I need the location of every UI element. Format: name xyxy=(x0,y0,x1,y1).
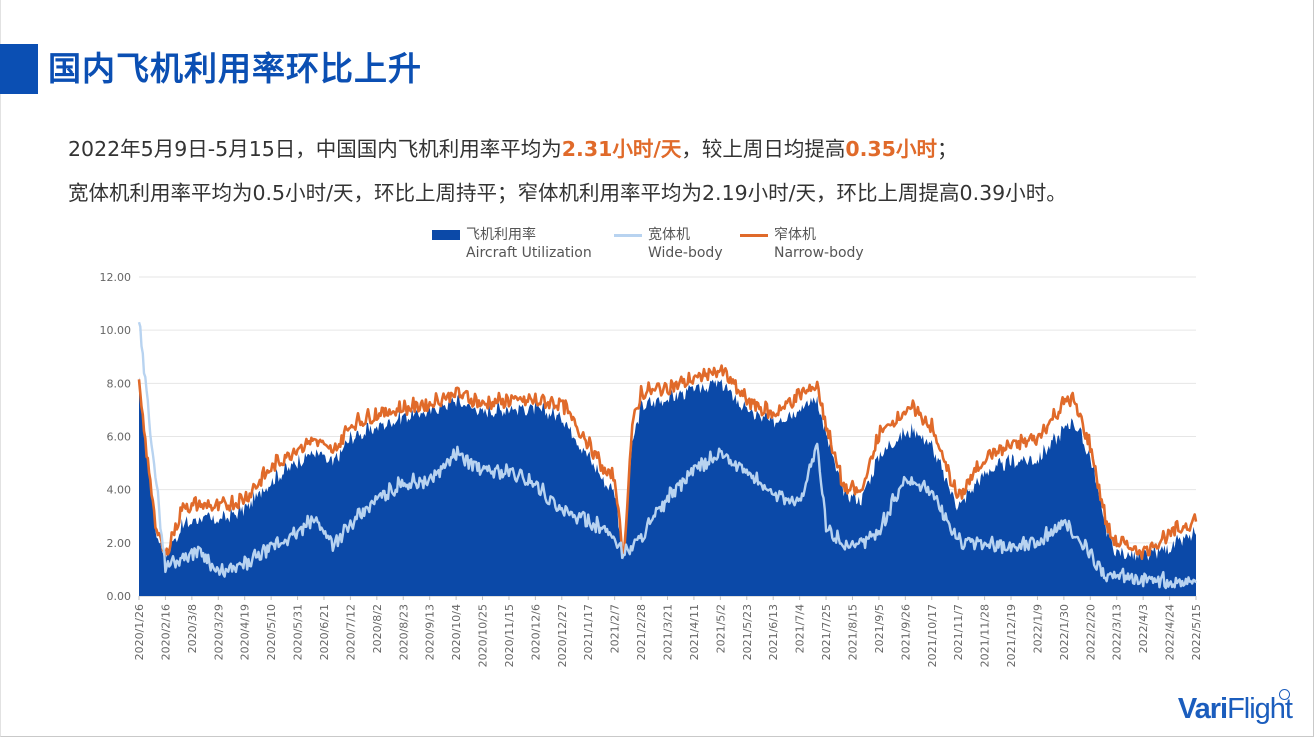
x-tick-label: 2021/2/7 xyxy=(609,604,622,653)
x-tick-label: 2020/5/31 xyxy=(292,604,305,660)
x-tick-label: 2022/2/20 xyxy=(1084,604,1097,660)
x-tick-label: 2021/4/11 xyxy=(688,604,701,660)
x-tick-label: 2021/9/5 xyxy=(873,604,886,653)
x-tick-label: 2020/12/6 xyxy=(529,604,542,660)
y-tick-label: 2.00 xyxy=(107,537,132,550)
x-tick-label: 2020/3/8 xyxy=(186,604,199,653)
x-tick-label: 2022/1/9 xyxy=(1031,604,1044,653)
x-tick-label: 2021/7/25 xyxy=(820,604,833,660)
x-tick-label: 2020/8/23 xyxy=(397,604,410,660)
legend-label-wide: 宽体机 Wide-body xyxy=(648,227,723,261)
summary-highlight-avg: 2.31小时/天 xyxy=(561,137,682,161)
x-tick-label: 2021/5/2 xyxy=(714,604,727,653)
x-tick-label: 2022/4/3 xyxy=(1137,604,1150,653)
legend-swatch-narrow xyxy=(740,234,768,237)
x-tick-label: 2020/10/25 xyxy=(477,604,490,667)
x-tick-label: 2021/10/17 xyxy=(926,604,939,667)
summary-line-2: 宽体机利用率平均为0.5小时/天，环比上周持平；窄体机利用率平均为2.19小时/… xyxy=(68,181,1067,205)
x-tick-label: 2021/2/28 xyxy=(635,604,648,660)
page-title: 国内飞机利用率环比上升 xyxy=(48,49,422,88)
registered-mark-icon xyxy=(1279,689,1290,700)
x-tick-label: 2020/4/19 xyxy=(239,604,252,660)
series-area-utilization xyxy=(139,377,1196,596)
x-tick-label: 2020/3/29 xyxy=(212,604,225,660)
x-tick-label: 2020/8/2 xyxy=(371,604,384,653)
x-tick-label: 2020/11/15 xyxy=(503,604,516,667)
series-line-wide-body xyxy=(137,321,1198,590)
x-tick-label: 2021/9/26 xyxy=(899,604,912,660)
y-tick-label: 12.00 xyxy=(100,271,132,284)
x-tick-label: 2021/11/7 xyxy=(952,604,965,660)
y-tick-label: 10.00 xyxy=(100,324,132,337)
y-tick-label: 0.00 xyxy=(107,590,132,603)
legend-swatch-wide xyxy=(614,234,642,237)
title-accent-bar xyxy=(0,44,38,94)
summary-highlight-increase: 0.35小时 xyxy=(845,137,937,161)
x-tick-label: 2022/3/13 xyxy=(1111,604,1124,660)
x-tick-label: 2022/1/30 xyxy=(1058,604,1071,660)
x-tick-label: 2021/11/28 xyxy=(979,604,992,667)
y-tick-label: 4.00 xyxy=(107,484,132,497)
x-tick-label: 2021/3/21 xyxy=(662,604,675,660)
series-line-narrow-body xyxy=(137,364,1198,561)
x-tick-label: 2020/1/26 xyxy=(133,604,146,660)
legend-label-narrow: 窄体机 Narrow-body xyxy=(774,227,864,261)
x-tick-label: 2020/7/12 xyxy=(344,604,357,660)
legend-label-area: 飞机利用率 Aircraft Utilization xyxy=(466,227,592,261)
x-tick-label: 2020/2/16 xyxy=(159,604,172,660)
summary-text-c: ； xyxy=(936,137,958,161)
x-tick-label: 2022/5/15 xyxy=(1190,604,1203,660)
x-tick-label: 2021/5/23 xyxy=(741,604,754,660)
x-tick-label: 2020/12/27 xyxy=(556,604,569,667)
variflight-logo: VariFlight xyxy=(1177,693,1293,725)
summary-text-a: 2022年5月9日-5月15日，中国国内飞机利用率平均为 xyxy=(68,137,562,161)
x-tick-label: 2020/6/21 xyxy=(318,604,331,660)
x-tick-label: 2022/4/24 xyxy=(1164,604,1177,660)
y-tick-label: 6.00 xyxy=(107,431,132,444)
x-tick-label: 2020/10/4 xyxy=(450,604,463,660)
legend-swatch-area xyxy=(432,230,460,240)
y-tick-label: 8.00 xyxy=(107,377,132,390)
x-tick-label: 2020/5/10 xyxy=(265,604,278,660)
x-tick-label: 2021/1/17 xyxy=(582,604,595,660)
summary-line-1: 2022年5月9日-5月15日，中国国内飞机利用率平均为2.31小时/天，较上周… xyxy=(68,132,957,162)
x-tick-label: 2021/8/15 xyxy=(846,604,859,660)
x-tick-label: 2021/7/4 xyxy=(794,604,807,653)
summary-text-b: ，较上周日均提高 xyxy=(681,137,846,161)
x-tick-label: 2021/6/13 xyxy=(767,604,780,660)
x-tick-label: 2021/12/19 xyxy=(1005,604,1018,667)
x-tick-label: 2020/9/13 xyxy=(424,604,437,660)
